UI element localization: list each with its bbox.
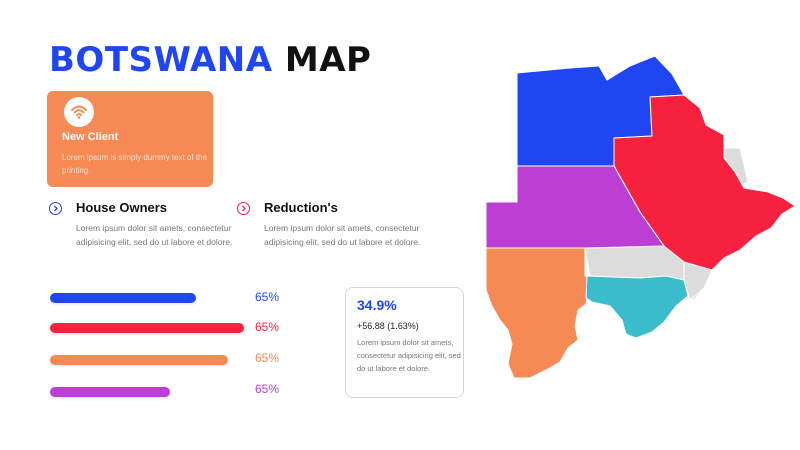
wifi-icon	[64, 97, 94, 127]
stat-value: 34.9%	[357, 297, 397, 313]
stat-box: 34.9% +56.88 (1.63%) Lorem ipsum dolor s…	[345, 287, 464, 398]
title-country: BOTSWANA	[49, 40, 273, 80]
map-region-south	[585, 275, 689, 339]
progress-bar-red	[50, 323, 244, 333]
progress-label: 65%	[255, 290, 280, 304]
feature-title: Reduction's	[264, 200, 338, 215]
progress-label: 65%	[255, 382, 280, 396]
page-title: BOTSWANA MAP	[49, 38, 371, 82]
progress-label: 65%	[255, 320, 280, 334]
stat-text: Lorem ipsum dolor sit amets, consectetur…	[357, 338, 461, 373]
progress-label: 65%	[255, 351, 280, 365]
feature-text: Lorem ipsum dolor sit amets, consectetur…	[264, 223, 421, 247]
new-client-card: New Client Lorem ipsum is simply dummy t…	[47, 91, 213, 187]
feature-text: Lorem ipsum dolor sit amets, consectetur…	[76, 223, 233, 247]
chevron-right-icon	[237, 202, 250, 215]
chevron-right-icon	[49, 202, 62, 215]
progress-bar-purple	[50, 387, 170, 397]
title-map-word: MAP	[284, 40, 372, 80]
progress-bar-blue	[50, 293, 196, 303]
card-text: Lorem ipsum is simply dummy text of the …	[62, 153, 207, 175]
progress-bar-orange	[50, 355, 228, 365]
botswana-map	[485, 55, 796, 379]
map-region-southwest	[485, 247, 591, 379]
card-title: New Client	[62, 131, 119, 143]
feature-title: House Owners	[76, 200, 168, 215]
stat-change: +56.88 (1.63%)	[357, 321, 419, 331]
